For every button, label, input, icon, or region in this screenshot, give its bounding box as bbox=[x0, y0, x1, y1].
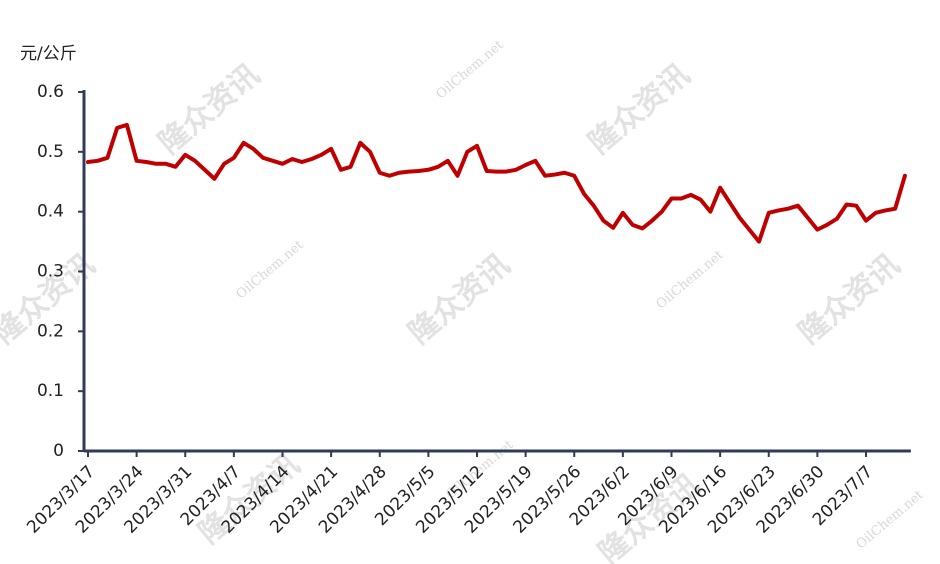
y-tick-label: 0.5 bbox=[37, 142, 64, 162]
line bbox=[86, 122, 907, 244]
y-tick-label: 0 bbox=[53, 441, 64, 461]
watermark: OilChem.net bbox=[433, 37, 507, 102]
watermark: OilChem.net bbox=[233, 237, 307, 302]
watermark: 隆众资讯 bbox=[792, 247, 906, 351]
y-unit: 元/公斤 bbox=[20, 44, 77, 64]
y-tick-label: 0.3 bbox=[37, 262, 64, 282]
y-tick-label: 0.2 bbox=[37, 321, 64, 341]
y-tick-label: 0.1 bbox=[37, 381, 64, 401]
watermark: 隆众资讯 bbox=[582, 57, 696, 161]
watermark: OilChem.net bbox=[653, 247, 727, 312]
watermark: 隆众资讯 bbox=[402, 247, 516, 351]
y-tick-label: 0.4 bbox=[37, 202, 64, 222]
watermark: OilChem.net bbox=[853, 487, 927, 552]
y-tick-label: 0.6 bbox=[37, 82, 64, 102]
